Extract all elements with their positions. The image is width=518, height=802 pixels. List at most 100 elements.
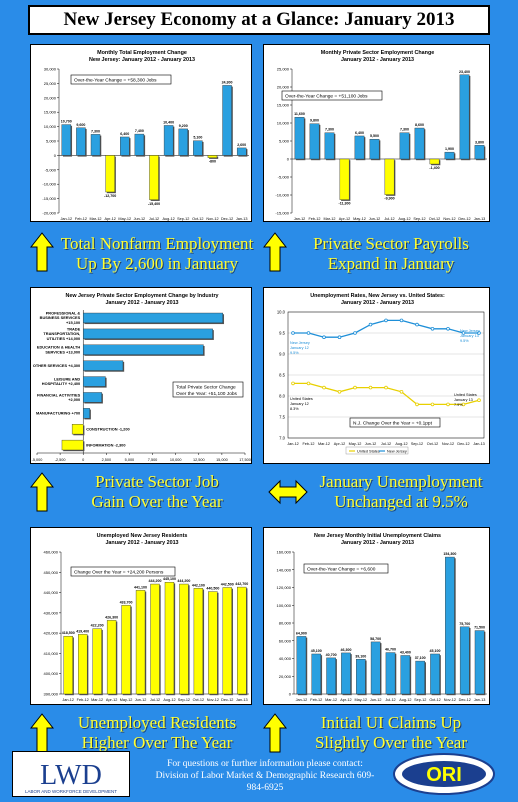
data-point — [337, 335, 342, 339]
callout-text: United States — [454, 393, 477, 397]
data-label: 442,700 — [235, 582, 248, 586]
data-point — [415, 402, 419, 407]
x-tick-label: Oct-12 — [192, 217, 203, 221]
callout-text: New Jersey — [460, 329, 480, 333]
bar — [356, 659, 366, 695]
x-tick-label: Sep-12 — [178, 698, 190, 702]
caption-line: Unchanged at 9.5% — [334, 492, 468, 511]
up-arrow-icon — [30, 232, 54, 272]
y-tick-label: 410,000 — [44, 651, 59, 656]
chart-unemployed-residents: Unemployed New Jersey Residents January 2… — [30, 527, 252, 705]
bar — [474, 145, 485, 160]
x-tick-label: Sep-12 — [177, 217, 189, 221]
bar — [164, 582, 175, 695]
category-label: PROFESSIONAL & — [46, 310, 81, 315]
data-label: -15,400 — [148, 202, 160, 206]
data-point — [368, 322, 373, 327]
data-label: 433,700 — [120, 600, 133, 604]
data-label: 24,300 — [222, 80, 233, 84]
bar — [414, 127, 425, 160]
category-label: LEISURE AND — [54, 376, 80, 381]
bar — [178, 128, 188, 156]
x-tick-label: Jan-13 — [474, 217, 486, 221]
data-label: 6,400 — [120, 132, 129, 136]
y-tick-label: -20,000 — [42, 211, 56, 216]
callout-text: 7.9% — [454, 403, 463, 407]
data-point — [353, 385, 357, 390]
y-tick-label: 450,000 — [44, 570, 59, 575]
x-tick-label: Aug-12 — [399, 698, 411, 702]
y-tick-label: -10,000 — [42, 182, 56, 187]
chart-title: New Jersey Monthly Initial Unemployment … — [314, 533, 441, 539]
x-tick-label: 10,000 — [170, 458, 182, 462]
left-right-arrow-icon — [268, 479, 308, 505]
x-tick-label: Dec-12 — [457, 442, 469, 446]
x-tick-label: Jun-12 — [135, 698, 147, 702]
bar — [326, 657, 336, 695]
x-tick-label: Jul-12 — [150, 698, 160, 702]
caption-line: Total Nonfarm Employment — [60, 234, 254, 253]
data-label: 441,100 — [134, 585, 147, 589]
chart-title: New Jersey Private Sector Employment Cha… — [65, 293, 218, 299]
category-label: TRADE — [67, 326, 81, 331]
y-tick-label: 440,000 — [44, 590, 59, 595]
data-point — [291, 381, 295, 386]
callout-text: January 12 — [290, 402, 309, 406]
x-tick-label: Jan-13 — [236, 698, 248, 702]
caption-line: Initial UI Claims Up — [320, 713, 462, 732]
callout-text: January 12 — [290, 346, 309, 350]
bar — [236, 147, 247, 156]
callout-text: January 13 — [454, 398, 473, 402]
data-label: 5,500 — [370, 134, 379, 138]
logo-text: LWD — [40, 760, 102, 791]
chart-svg-industry-change: New Jersey Private Sector Employment Cha… — [32, 293, 251, 462]
bar — [222, 587, 232, 695]
bar — [430, 653, 440, 695]
x-tick-label: Oct-12 — [429, 217, 440, 221]
legend-label: United States — [357, 449, 380, 453]
y-tick-label: 5,000 — [279, 139, 290, 144]
category-label: INFORMATION -2,300 — [86, 442, 125, 447]
x-tick-label: Apr-12 — [334, 442, 345, 446]
bar — [134, 133, 145, 156]
data-point — [384, 318, 388, 323]
y-tick-label: 140,000 — [277, 567, 292, 572]
y-tick-label: 7.0 — [279, 436, 285, 441]
x-tick-label: Oct-12 — [193, 698, 204, 702]
x-tick-label: Dec-12 — [221, 698, 233, 702]
ori-logo: ORI — [392, 751, 496, 797]
x-tick-label: Jan-13 — [474, 698, 486, 702]
caption-line: Private Sector Job — [95, 472, 219, 491]
data-label: 442,500 — [221, 583, 234, 587]
chart-subtitle: January 2012 - January 2013 — [341, 57, 414, 63]
callout-text: 8.3% — [290, 407, 299, 411]
chart-title: Monthly Total Employment Change — [97, 50, 187, 56]
data-label: 10,700 — [61, 120, 72, 124]
x-tick-label: Apr-12 — [104, 217, 115, 221]
chart-industry-change: New Jersey Private Sector Employment Cha… — [30, 287, 252, 464]
bar — [309, 123, 320, 160]
data-label: 7,300 — [400, 128, 409, 132]
data-label: 7,300 — [91, 129, 100, 133]
x-tick-label: Aug-12 — [162, 217, 174, 221]
x-tick-label: Apr-12 — [339, 217, 350, 221]
bar — [90, 134, 101, 156]
data-label: 5,100 — [193, 136, 202, 140]
logo-subtext: LABOR AND WORKFORCE DEVELOPMENT — [25, 789, 117, 794]
up-arrow-icon — [263, 713, 287, 753]
x-tick-label: Feb-12 — [75, 217, 87, 221]
bar — [400, 655, 411, 695]
y-tick-label: 60,000 — [279, 638, 292, 643]
y-tick-label: 10.0 — [277, 310, 286, 315]
bar — [294, 117, 305, 160]
x-tick-label: Nov-12 — [206, 217, 218, 221]
x-tick-label: Sep-12 — [413, 217, 425, 221]
x-tick-label: Sep-12 — [411, 442, 423, 446]
caption-line: January Unemployment — [319, 472, 483, 491]
data-label: 7,400 — [135, 129, 144, 133]
data-point — [430, 402, 435, 407]
x-tick-label: -5,000 — [32, 458, 43, 462]
y-tick-label: 0 — [54, 153, 57, 158]
bar — [61, 439, 84, 451]
data-point — [415, 322, 419, 327]
